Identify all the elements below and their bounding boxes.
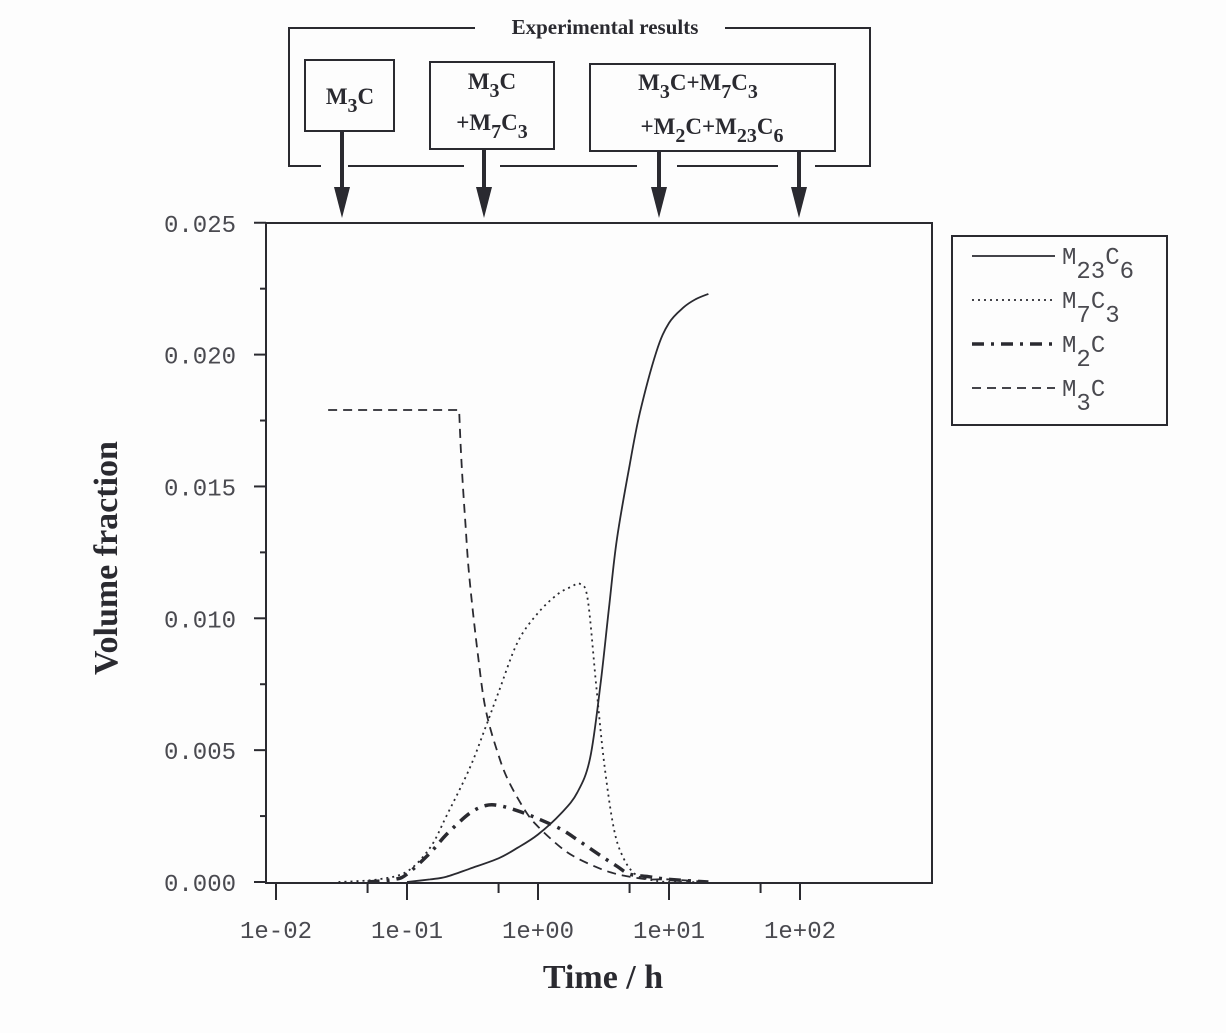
x-axis: 1e-02 1e-01 1e+00 1e+01 1e+02 — [240, 883, 836, 946]
y-tick-label: 0.010 — [164, 608, 236, 635]
plot-frame — [265, 222, 933, 884]
box-m3c-label: M3​C — [326, 84, 374, 117]
x-tick-label: 1e+01 — [633, 919, 705, 946]
x-tick-label: 1e-01 — [371, 919, 443, 946]
box-m3c-m7c3-line1: M3​C — [468, 69, 516, 102]
box-four-line1: M3​C+M7​C3​ — [638, 70, 758, 103]
box-four-line2: +M2​C+M23​C6​ — [641, 114, 784, 147]
series-line-m2c — [367, 802, 709, 884]
y-tick-label: 0.000 — [164, 872, 236, 899]
legend-label: M2​C — [1062, 333, 1105, 374]
series-lines — [328, 293, 709, 884]
arrow-down-icon — [791, 187, 807, 218]
box-m3c-m7c3-line2: +M7​C3​ — [456, 110, 527, 143]
y-axis-label: Volume fraction — [88, 441, 125, 675]
series-line-m7c3 — [338, 582, 709, 884]
x-tick-label: 1e-02 — [240, 919, 312, 946]
legend — [951, 235, 1168, 426]
series-line-m23c6 — [406, 293, 709, 883]
arrow-down-icon — [651, 187, 667, 218]
legend-entries: M23​C6​M7​C3​M2​CM3​C — [972, 245, 1134, 418]
legend-label: M23​C6​ — [1062, 245, 1134, 286]
box-m3c-m7c3 — [429, 61, 555, 150]
y-axis: 0.000 0.005 0.010 0.015 0.020 0.025 — [164, 213, 266, 899]
arrow-down-icon — [334, 187, 350, 218]
series-line-m3c — [328, 409, 709, 883]
box-m3c — [304, 59, 395, 132]
y-tick-label: 0.005 — [164, 740, 236, 767]
arrow-down-icon — [476, 187, 492, 218]
y-tick-label: 0.020 — [164, 345, 236, 372]
x-axis-label: Time / h — [543, 959, 663, 996]
experimental-results-annotation: Experimental results M3​CM3​C+M7​C3​M3​C… — [288, 15, 871, 218]
x-tick-label: 1e+02 — [764, 919, 836, 946]
y-tick-label: 0.015 — [164, 476, 236, 503]
arrow-icons — [334, 131, 807, 218]
annotation-title: Experimental results — [512, 15, 699, 39]
legend-label: M7​C3​ — [1062, 289, 1120, 330]
box-four-carbides — [589, 63, 836, 152]
x-tick-label: 1e+00 — [502, 919, 574, 946]
legend-label: M3​C — [1062, 377, 1105, 418]
y-tick-label: 0.025 — [164, 213, 236, 240]
